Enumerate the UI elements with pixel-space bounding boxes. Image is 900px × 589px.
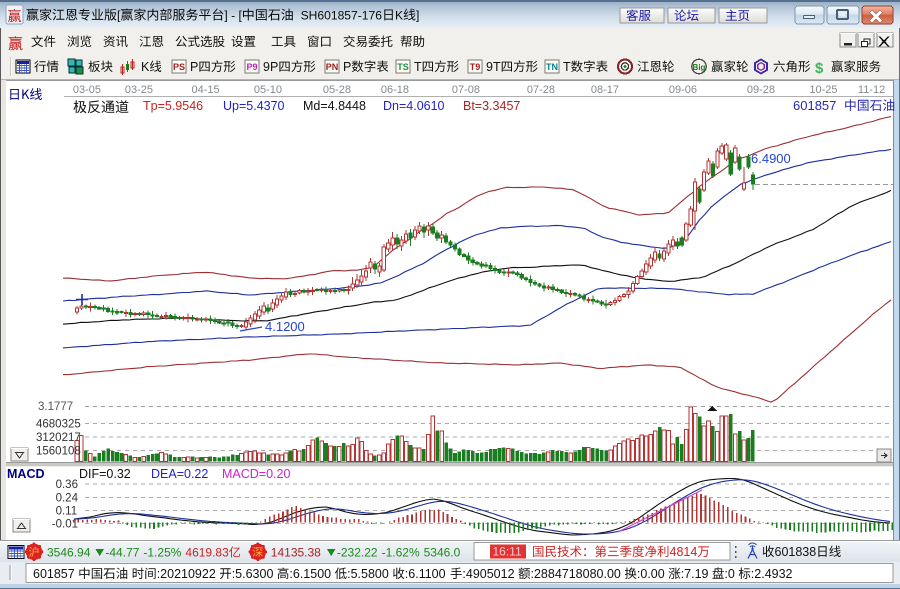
svg-text:PN: PN	[326, 62, 339, 72]
svg-text::20210922: :20210922	[157, 567, 216, 581]
svg-text:4814: 4814	[670, 545, 698, 559]
svg-text:P: P	[343, 60, 351, 74]
svg-text:]: ]	[224, 9, 227, 23]
svg-text:08-17: 08-17	[591, 84, 619, 96]
svg-text:K: K	[141, 60, 150, 74]
svg-text:9T: 9T	[486, 60, 501, 74]
svg-text:P9: P9	[246, 62, 257, 72]
svg-text:14135.38: 14135.38	[271, 546, 321, 560]
svg-text::4905012: :4905012	[462, 567, 514, 581]
svg-text:03-25: 03-25	[125, 84, 153, 96]
svg-text:09-28: 09-28	[747, 84, 775, 96]
svg-text:]: ]	[416, 9, 419, 23]
svg-text:06-18: 06-18	[381, 84, 409, 96]
svg-text::2884718080.00: :2884718080.00	[531, 567, 621, 581]
svg-text:16:11: 16:11	[493, 545, 522, 559]
svg-text::0.00: :0.00	[637, 567, 665, 581]
svg-text:DIF=0.32: DIF=0.32	[79, 467, 131, 481]
svg-text:-232.22: -232.22	[337, 546, 378, 560]
svg-text:Up=5.4370: Up=5.4370	[223, 99, 285, 113]
svg-text:Dn=4.0610: Dn=4.0610	[383, 99, 445, 113]
svg-text:03-05: 03-05	[73, 84, 101, 96]
svg-text:[: [	[239, 9, 243, 23]
svg-text:Big: Big	[693, 63, 706, 72]
svg-text:5346.0: 5346.0	[424, 546, 461, 560]
svg-text:04-15: 04-15	[192, 84, 220, 96]
svg-text:[: [	[117, 9, 121, 23]
svg-text:6.4900: 6.4900	[751, 151, 791, 166]
svg-text:Tp=5.9546: Tp=5.9546	[143, 99, 203, 113]
svg-text:11-12: 11-12	[858, 84, 885, 96]
svg-text::7.19: :7.19	[681, 567, 709, 581]
svg-text::5.5800: :5.5800	[347, 567, 389, 581]
svg-text:-0.01: -0.01	[52, 519, 78, 531]
svg-text:3120217: 3120217	[36, 432, 81, 444]
svg-text:PS: PS	[173, 62, 185, 72]
svg-text:T: T	[563, 60, 571, 74]
svg-text:05-28: 05-28	[323, 84, 351, 96]
svg-text:-44.77: -44.77	[105, 546, 139, 560]
svg-text:MACD: MACD	[7, 467, 45, 481]
svg-text:0.11: 0.11	[56, 506, 78, 518]
svg-text:09-06: 09-06	[669, 84, 697, 96]
svg-text:601857: 601857	[33, 567, 75, 581]
svg-text:TN: TN	[546, 62, 558, 72]
svg-text:Md=4.8448: Md=4.8448	[303, 99, 366, 113]
svg-text::6.1500: :6.1500	[289, 567, 331, 581]
svg-text::0: :0	[724, 567, 734, 581]
svg-text:Bt=3.3457: Bt=3.3457	[463, 99, 520, 113]
svg-text:T9: T9	[470, 62, 481, 72]
svg-text:3.1777: 3.1777	[38, 401, 73, 413]
svg-text:-: -	[231, 9, 235, 23]
svg-text:9P: 9P	[263, 60, 278, 74]
svg-text:05-10: 05-10	[254, 84, 282, 96]
svg-text:0.24: 0.24	[56, 493, 79, 505]
svg-text:-1.25%: -1.25%	[143, 546, 181, 560]
svg-text:MACD=0.20: MACD=0.20	[222, 467, 290, 481]
svg-text::6.1100: :6.1100	[405, 567, 446, 581]
svg-text::2.4932: :2.4932	[751, 567, 793, 581]
svg-text:0.36: 0.36	[56, 479, 78, 491]
svg-text:4619.83: 4619.83	[185, 546, 229, 560]
svg-text:TS: TS	[397, 62, 409, 72]
svg-text:601838: 601838	[775, 545, 817, 559]
svg-text:4.1200: 4.1200	[265, 319, 305, 334]
svg-text::5.6300: :5.6300	[232, 567, 274, 581]
svg-text:4680325: 4680325	[36, 419, 81, 431]
svg-text:3546.94: 3546.94	[47, 546, 91, 560]
svg-text:SH601857-176: SH601857-176	[301, 9, 383, 23]
svg-text:P: P	[190, 60, 198, 74]
svg-text:07-28: 07-28	[527, 84, 555, 96]
svg-text:K: K	[395, 9, 403, 23]
svg-text:07-08: 07-08	[452, 84, 480, 96]
svg-text:$: $	[815, 60, 824, 77]
svg-text:10-25: 10-25	[809, 84, 837, 96]
svg-text:-1.62%: -1.62%	[382, 546, 420, 560]
svg-text:T: T	[414, 60, 422, 74]
svg-text:1560108: 1560108	[36, 446, 81, 458]
svg-text:DEA=0.22: DEA=0.22	[151, 467, 208, 481]
svg-text:601857: 601857	[793, 98, 836, 113]
